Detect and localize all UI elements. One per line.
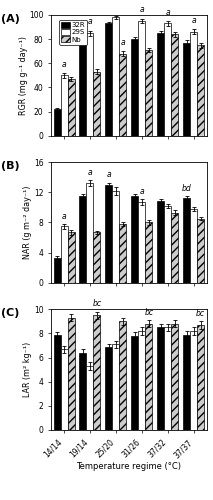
Text: (A): (A) [1,14,20,24]
Y-axis label: RGR (mg g⁻¹ day⁻¹): RGR (mg g⁻¹ day⁻¹) [19,36,28,115]
Bar [197,325,204,430]
Bar [119,224,126,283]
Bar [171,212,178,283]
Bar [164,24,171,136]
Bar [145,324,152,430]
Bar [164,206,171,283]
Bar [190,209,197,283]
Text: a: a [88,168,92,177]
Y-axis label: NAR (g m⁻² day⁻¹): NAR (g m⁻² day⁻¹) [23,186,32,259]
Bar [119,54,126,136]
Bar [171,34,178,136]
Bar [54,334,60,430]
Bar [131,336,138,430]
Bar [138,331,145,430]
Bar [197,218,204,283]
Bar [145,50,152,136]
Bar [164,328,171,430]
Bar [157,328,164,430]
Bar [94,316,101,430]
Bar [68,79,75,136]
Bar [86,366,94,430]
Text: (B): (B) [1,161,20,171]
Text: bd: bd [182,184,191,192]
Bar [157,33,164,136]
Bar [138,202,145,283]
Y-axis label: LAR (m² kg⁻¹): LAR (m² kg⁻¹) [23,342,32,398]
Text: bc: bc [144,308,153,316]
Bar [105,185,112,283]
Bar [68,232,75,283]
Bar [86,33,94,136]
Bar [79,353,86,430]
Text: (C): (C) [1,308,20,318]
Bar [131,39,138,136]
Bar [190,32,197,136]
Text: a: a [140,6,144,15]
Text: a: a [140,186,144,196]
Bar [183,198,190,283]
Bar [60,226,68,283]
Bar [190,331,197,430]
Bar [79,196,86,283]
Bar [138,21,145,136]
Text: a: a [62,60,66,68]
Text: a: a [106,170,111,179]
Text: a: a [62,212,66,220]
Text: a: a [88,18,92,26]
Bar [105,347,112,430]
Bar [79,45,86,136]
Text: a: a [166,8,170,17]
Legend: 32R, 29S, Nb: 32R, 29S, Nb [59,20,88,45]
Bar [105,24,112,136]
Text: a: a [191,16,196,26]
Bar [112,191,119,283]
Bar [183,42,190,136]
Bar [112,18,119,136]
Bar [60,349,68,430]
Bar [112,344,119,430]
Text: bc: bc [92,299,102,308]
Bar [94,232,101,283]
Bar [171,324,178,430]
Bar [54,258,60,283]
Bar [86,184,94,283]
Bar [68,318,75,430]
Bar [131,196,138,283]
Bar [197,45,204,136]
Bar [60,76,68,136]
X-axis label: Temperature regime (°C): Temperature regime (°C) [76,462,181,471]
Bar [119,322,126,430]
Bar [157,202,164,283]
Bar [183,334,190,430]
Text: bc: bc [196,309,205,318]
Text: a: a [121,38,125,47]
Bar [145,222,152,283]
Bar [94,72,101,136]
Bar [54,109,60,136]
